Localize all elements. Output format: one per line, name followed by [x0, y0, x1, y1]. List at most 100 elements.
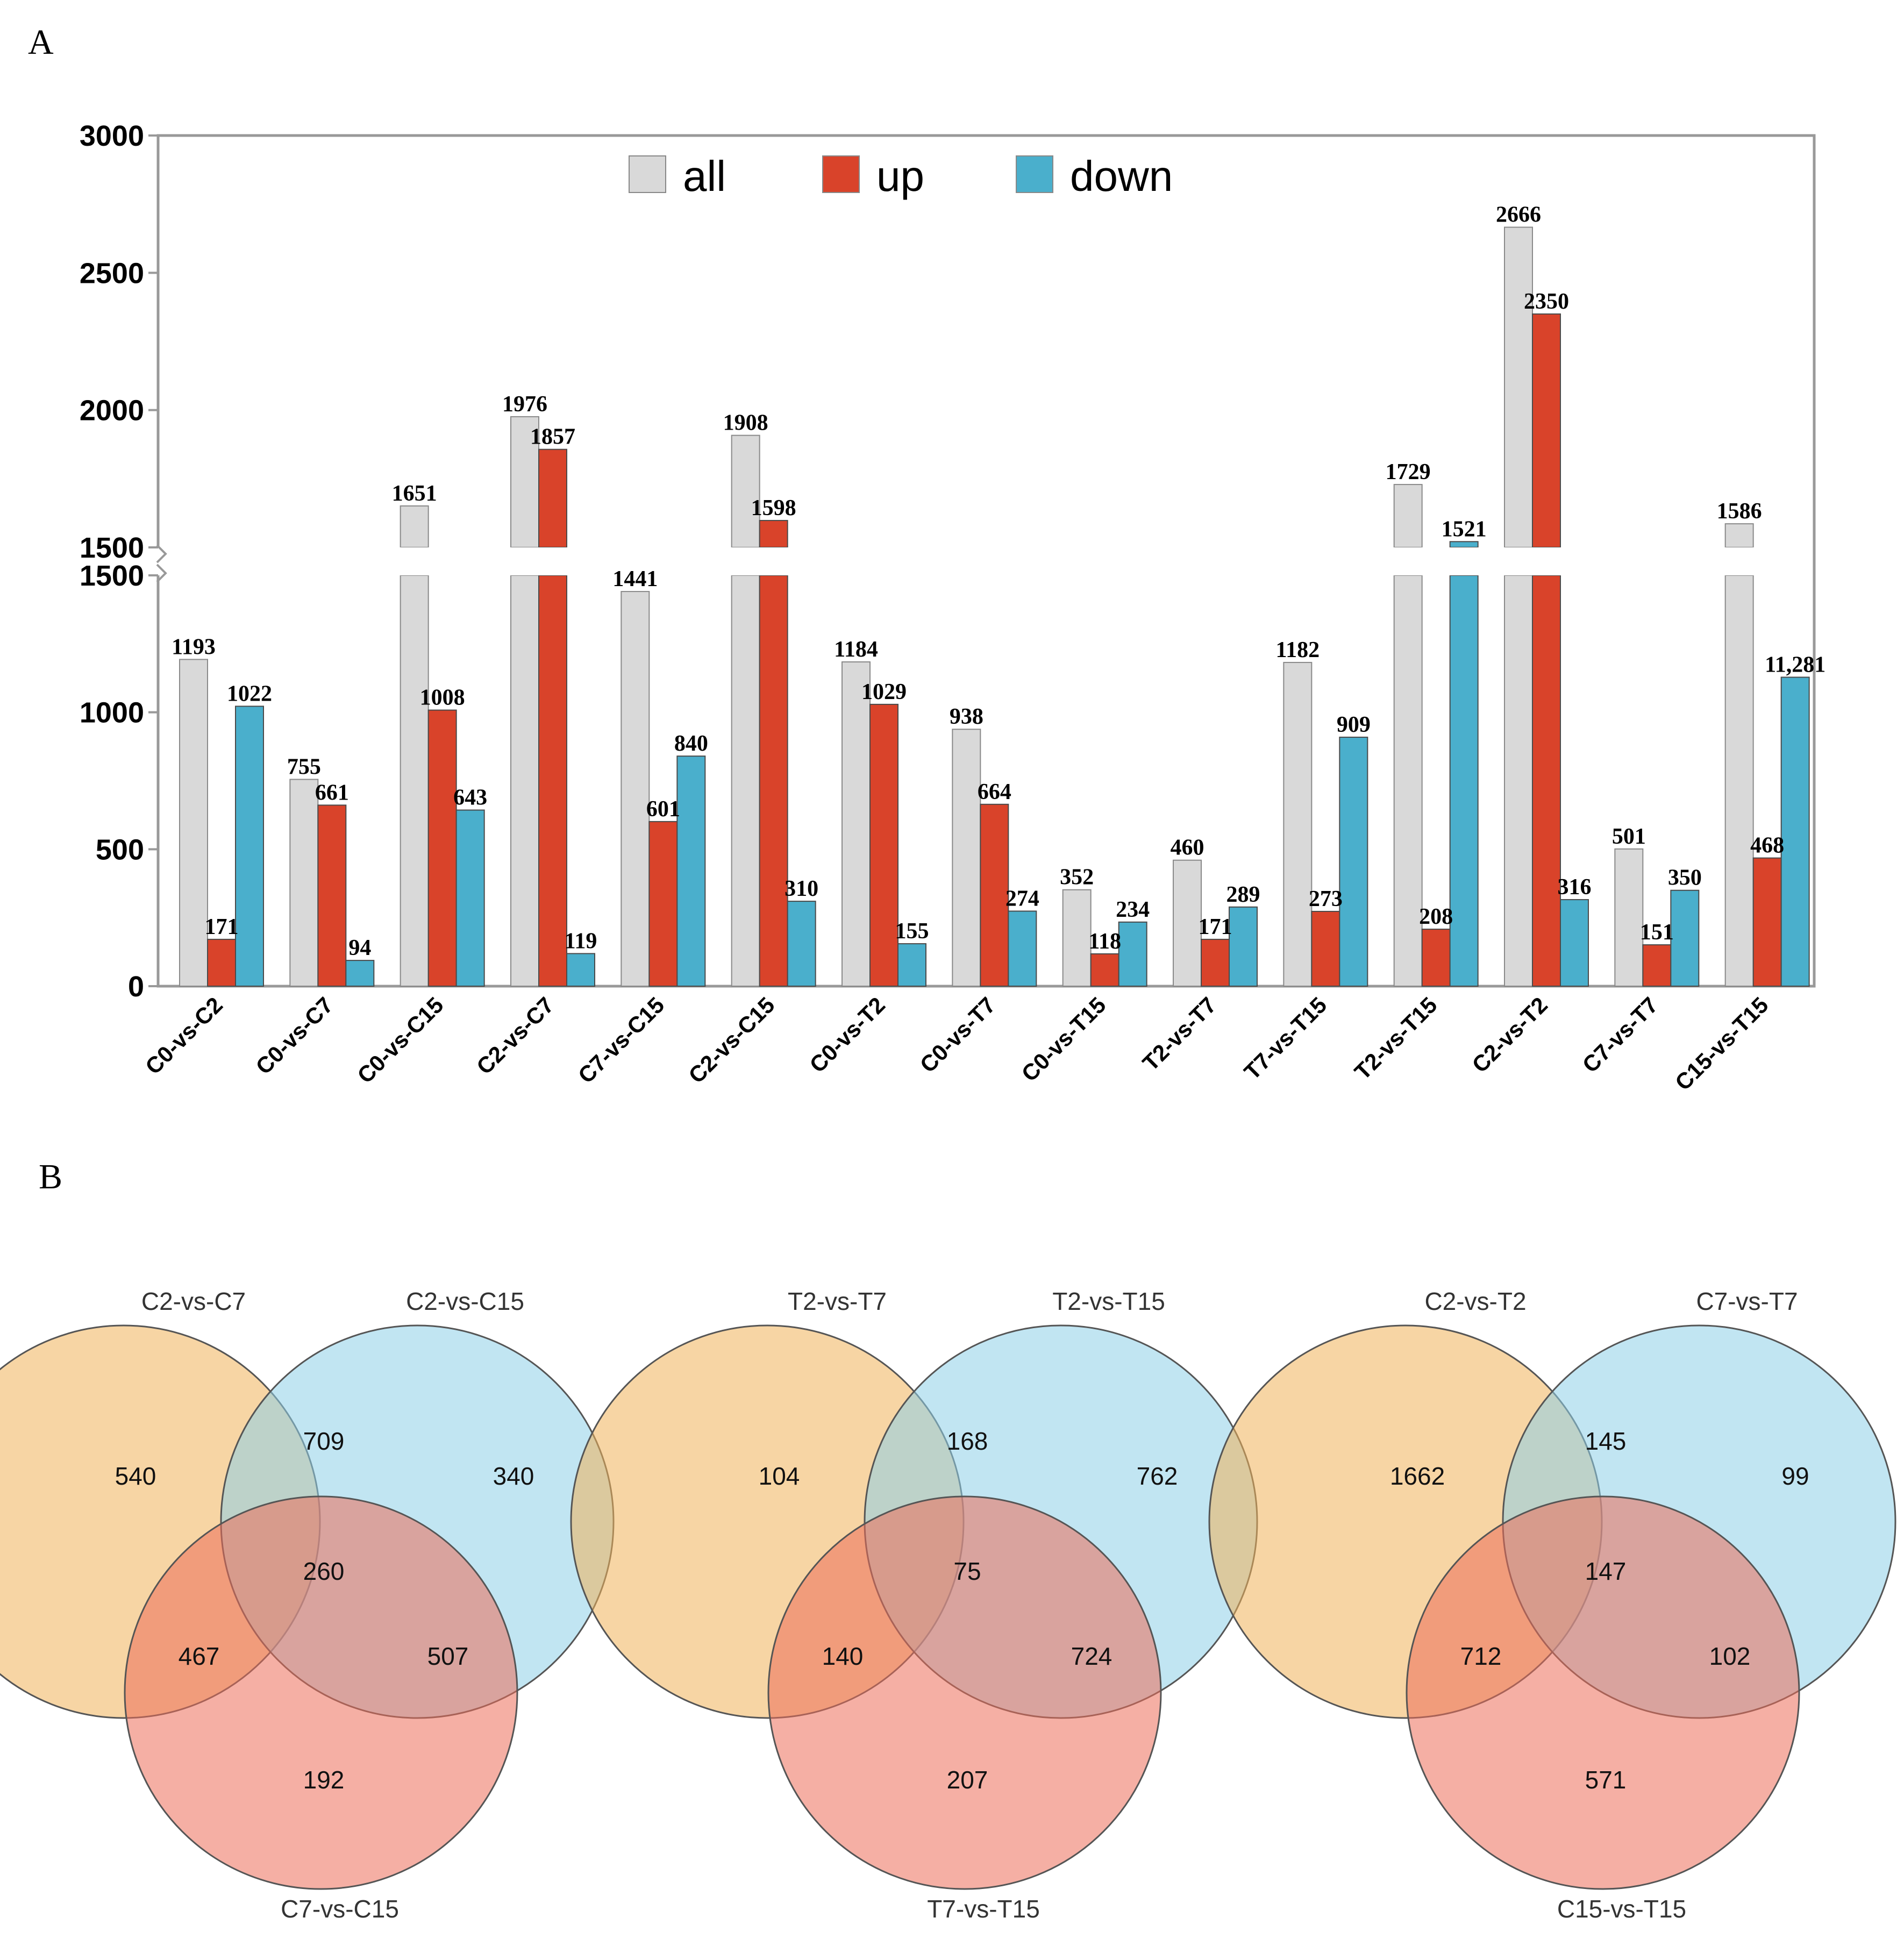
panel-a-label: A: [28, 23, 54, 62]
bar-all-lower: [731, 575, 760, 987]
bar-all-lower: [1724, 575, 1754, 987]
venn-count-b-only: 99: [1781, 1462, 1809, 1490]
bar-all-upper: [731, 434, 760, 548]
venn-set-label: C15-vs-T15: [1557, 1895, 1686, 1923]
bar-up-lower: [759, 575, 788, 987]
bar-value-label: 94: [348, 936, 371, 960]
venn-count-a-only: 104: [759, 1462, 800, 1490]
y-tick-label: 0: [128, 971, 144, 1003]
venn-set-label: C2-vs-C7: [141, 1287, 246, 1315]
x-tick-label: C0-vs-C7: [251, 992, 338, 1079]
bar-up: [427, 709, 457, 987]
bar-value-label: 755: [287, 754, 321, 779]
bar-up: [1201, 938, 1230, 987]
venn-diagram-2: 104 762 168 75 140 724 207 T2-vs-T7 T2-vs-T15 T7-…: [570, 1287, 1258, 1923]
bar-down: [1670, 889, 1700, 987]
venn-count-ab: 145: [1585, 1427, 1627, 1455]
bar-all: [1283, 661, 1313, 987]
bar-down: [787, 901, 816, 987]
bar-value-label: 316: [1558, 875, 1592, 900]
bar-value-label: 938: [950, 704, 983, 729]
bar-up-lower: [1532, 575, 1561, 987]
bar-down: [1008, 910, 1037, 987]
bar-value-label: 468: [1750, 833, 1784, 858]
bar-value-label: 1184: [834, 637, 878, 662]
bar-value-label: 1022: [227, 681, 272, 706]
venn-count-bc: 724: [1071, 1642, 1113, 1670]
bar-down: [1560, 899, 1589, 987]
venn-set-label: T7-vs-T15: [927, 1895, 1040, 1923]
venn-set-label: C7-vs-T7: [1696, 1287, 1798, 1315]
bar-up-upper: [538, 448, 567, 548]
bar-value-label: 1193: [172, 635, 216, 659]
bar-value-label: 1857: [530, 425, 575, 450]
x-tick-label: C2-vs-C15: [683, 992, 780, 1088]
bar-value-label: 155: [895, 919, 929, 944]
legend-label-down: down: [1070, 152, 1173, 200]
venn-circle: [124, 1495, 518, 1890]
bar-value-label: 460: [1171, 836, 1204, 860]
bar-up: [1642, 944, 1672, 987]
bar-down: [1780, 676, 1810, 987]
bar-value-label: 1182: [1275, 638, 1320, 662]
x-tick-label: C15-vs-T15: [1670, 992, 1773, 1095]
bar-all: [289, 779, 319, 987]
venn-set-label: C7-vs-C15: [281, 1895, 399, 1923]
venn-count-a-only: 540: [115, 1462, 156, 1490]
venn-set-label: T2-vs-T7: [788, 1287, 887, 1315]
bar-all-lower: [1504, 575, 1533, 987]
x-tick-label: C7-vs-T7: [1578, 992, 1663, 1078]
venn-diagram-3: 1662 99 145 147 712 102 571 C2-vs-T2 C7-vs-T7 C15…: [1208, 1287, 1896, 1923]
x-tick-label: C0-vs-T7: [915, 992, 1001, 1078]
bar-down: [345, 960, 375, 987]
bar-up: [1311, 910, 1340, 987]
bar-up-lower: [538, 575, 567, 987]
bar-all-upper: [1724, 523, 1754, 548]
venn-count-bc: 507: [427, 1642, 469, 1670]
x-tick-label: C0-vs-T15: [1017, 992, 1111, 1086]
bar-value-label: 1029: [861, 680, 907, 704]
bar-value-label: 1729: [1386, 460, 1431, 484]
bar-value-label: 501: [1612, 824, 1646, 849]
y-tick-label: 1000: [80, 697, 144, 729]
bar-value-label: 11,281: [1765, 652, 1825, 677]
venn-count-abc: 260: [303, 1557, 345, 1585]
bar-value-label: 2350: [1524, 289, 1569, 314]
legend-swatch-all: [629, 155, 666, 193]
bar-value-label: 171: [205, 915, 239, 939]
bar-down-upper: [1449, 541, 1479, 548]
bar-down: [1339, 737, 1368, 987]
bar-value-label: 274: [1006, 886, 1039, 911]
y-tick-label: 500: [96, 833, 144, 866]
bar-value-label: 2666: [1496, 203, 1541, 227]
venn-count-c-only: 571: [1585, 1766, 1627, 1794]
venn-count-c-only: 192: [303, 1766, 345, 1794]
bar-all: [842, 661, 871, 987]
bar-up: [1421, 929, 1451, 987]
y-tick-label: 1500: [80, 532, 144, 564]
x-axis-labels: C0-vs-C2 C0-vs-C7 C0-vs-C15 C2-vs-C7 C7-vs-C…: [140, 992, 1773, 1095]
bar-value-label: 643: [453, 785, 487, 810]
venn-count-bc: 102: [1709, 1642, 1751, 1670]
venn-count-b-only: 340: [493, 1462, 534, 1490]
bar-down-lower: [1449, 575, 1479, 987]
bar-down: [676, 755, 706, 987]
bar-all-upper: [1504, 226, 1533, 548]
bar-value-label: 661: [315, 780, 349, 805]
bar-value-label: 1651: [392, 481, 437, 506]
bar-down: [1229, 906, 1258, 987]
bar-all: [179, 659, 208, 987]
bar-down: [897, 943, 926, 987]
venn-circle: [767, 1495, 1162, 1890]
bar-all: [1614, 848, 1644, 987]
bar-value-label: 119: [565, 929, 597, 953]
y-tick-label: 1500: [80, 560, 144, 592]
bar-down: [235, 705, 264, 987]
x-tick-label: C2-vs-T2: [1467, 992, 1552, 1078]
venn-count-c-only: 207: [947, 1766, 988, 1794]
bar-value-label: 310: [785, 876, 818, 901]
bars: [160, 226, 1813, 987]
